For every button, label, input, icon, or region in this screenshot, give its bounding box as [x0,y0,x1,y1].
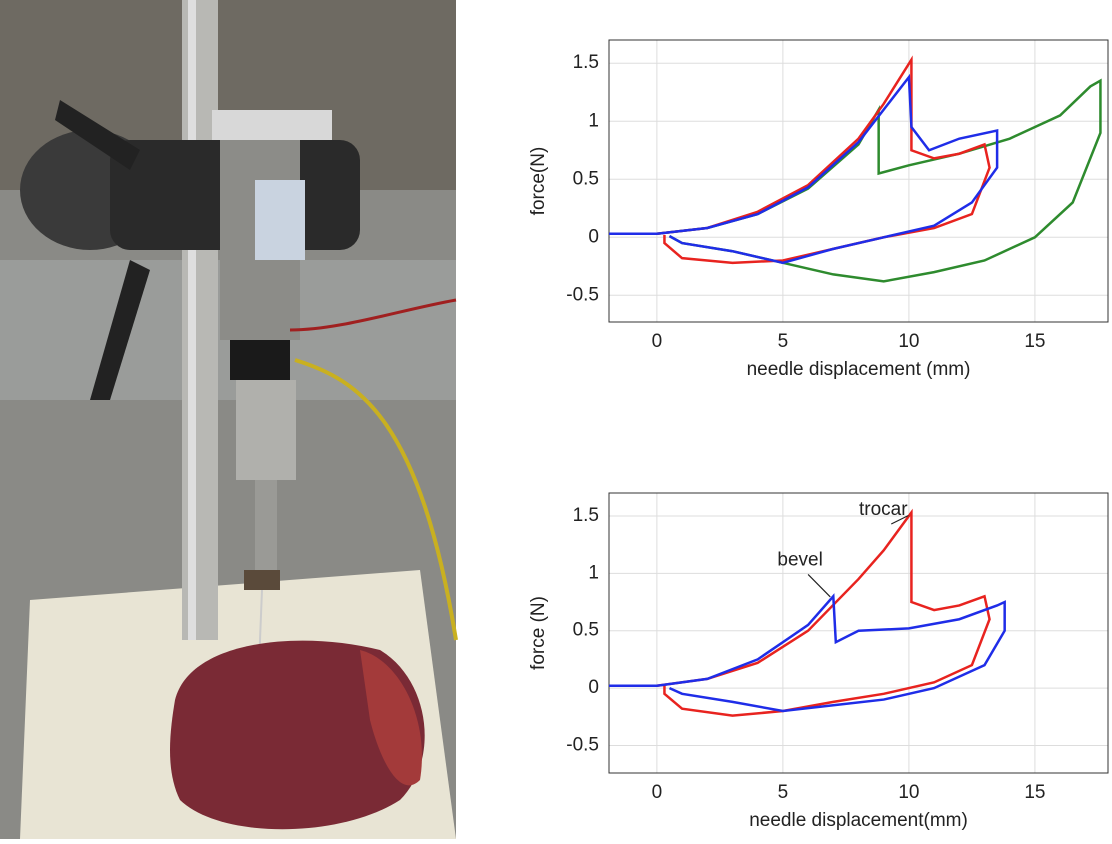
data-line [609,73,999,265]
data-line [609,508,991,717]
annotation: bevel [777,549,822,570]
x-tick-label: 15 [1024,782,1045,803]
x-axis-label: needle displacement(mm) [749,810,968,831]
x-tick-label: 15 [1024,331,1045,352]
photo-lever [90,260,150,400]
x-axis-label: needle displacement (mm) [747,359,971,380]
photo-shaft [255,480,277,570]
photo-heart-vessels [360,650,422,786]
x-tick-label: 0 [652,782,663,803]
photo-motor-label [255,180,305,260]
annotation-arrow [890,514,909,525]
y-axis-label: force(N) [528,147,549,216]
chart: 0 5 10 15 -0.5 0 0.5 1 1.5 needle displacement (m… [528,39,1109,380]
photo-wire [289,298,457,332]
y-tick-label: 0.5 [573,168,599,189]
y-tick-label: 1.5 [573,505,599,526]
photo-holder [244,570,280,590]
data-line [609,593,1006,713]
y-tick-label: 1 [588,110,599,131]
y-tick-label: -0.5 [566,734,599,755]
plot-frame [608,492,1109,774]
annotation: trocar [859,499,908,520]
plot-frame [608,39,1109,323]
chart: 0 5 10 15 -0.5 0 0.5 1 1.5 needle displacement(mm… [528,492,1109,831]
annotation-arrow [807,574,831,598]
y-tick-label: -0.5 [566,284,599,305]
data-line [609,55,991,265]
photo-lever [55,100,140,170]
y-tick-label: 1 [588,562,599,583]
y-tick-label: 0 [588,226,599,247]
photo-heart [170,640,425,830]
photo-pole-shine [188,0,196,640]
photo-pole [182,0,218,640]
y-tick-label: 0 [588,677,599,698]
x-tick-label: 5 [778,331,789,352]
y-tick-label: 1.5 [573,52,599,73]
x-tick-label: 0 [652,331,663,352]
x-tick-label: 5 [778,782,789,803]
photo-sensor [236,380,296,480]
photo-motor-cap [212,110,332,140]
x-tick-label: 10 [898,782,919,803]
data-line [609,78,1102,283]
x-tick-label: 10 [898,331,919,352]
apparatus-photo [0,0,458,839]
photo-encoder [230,340,290,380]
photo-cable [294,358,458,641]
y-axis-label: force (N) [528,596,549,670]
y-tick-label: 0.5 [573,620,599,641]
